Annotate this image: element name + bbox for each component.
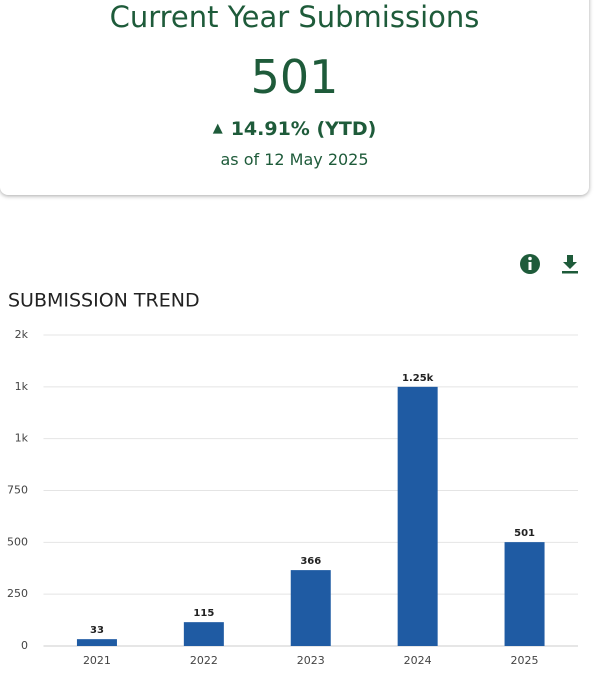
bar xyxy=(76,639,117,646)
summary-card: Current Year Submissions 501 ▲ 14.91% (YT… xyxy=(0,0,589,195)
x-tick-label: 2024 xyxy=(404,654,432,667)
value-label: 33 xyxy=(90,625,104,636)
value-label: 115 xyxy=(193,608,214,619)
x-tick-label: 2023 xyxy=(297,654,325,667)
x-tick-label: 2025 xyxy=(511,654,539,667)
x-tick-label: 2022 xyxy=(190,654,218,667)
bar xyxy=(183,622,224,646)
chart-title: SUBMISSION TREND xyxy=(8,290,200,312)
value-label: 366 xyxy=(300,556,321,567)
download-icon[interactable] xyxy=(562,255,578,274)
y-tick-label: 500 xyxy=(7,535,28,548)
y-tick-label: 250 xyxy=(7,587,28,600)
value-label: 501 xyxy=(514,528,535,539)
y-tick-label: 2k xyxy=(15,328,29,341)
card-date: as of 12 May 2025 xyxy=(220,150,369,169)
x-tick-label: 2021 xyxy=(83,654,111,667)
info-icon[interactable] xyxy=(520,254,540,274)
bar xyxy=(504,542,545,646)
y-tick-label: 750 xyxy=(7,484,28,497)
y-tick-label: 0 xyxy=(21,639,28,652)
change-text: 14.91% (YTD) xyxy=(230,118,377,140)
y-tick-label: 1k xyxy=(15,432,29,445)
y-tick-label: 1k xyxy=(15,380,29,393)
up-arrow: ▲ xyxy=(212,121,223,136)
card-value: 501 xyxy=(250,50,339,104)
bar xyxy=(397,386,438,646)
card-change: ▲ 14.91% (YTD) xyxy=(0,118,589,140)
value-label: 1.25k xyxy=(402,373,434,384)
card-title: Current Year Submissions xyxy=(109,0,480,34)
bar xyxy=(290,570,331,646)
